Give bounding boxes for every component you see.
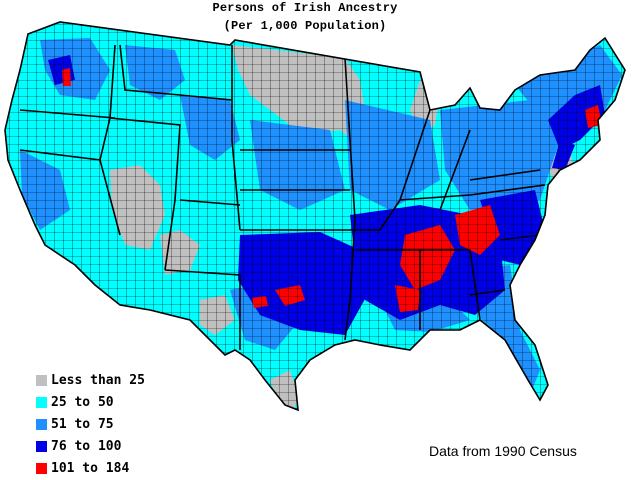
map-title: Persons of Irish Ancestry	[212, 1, 398, 15]
legend-item-25-to-50: 25 to 50	[36, 391, 145, 413]
legend-swatch-dark-blue	[36, 440, 47, 452]
legend-item-76-to-100: 76 to 100	[36, 435, 145, 457]
map-subtitle: (Per 1,000 Population)	[223, 19, 387, 33]
legend-item-101-to-184: 101 to 184	[36, 457, 145, 479]
legend-item-51-to-75: 51 to 75	[36, 413, 145, 435]
legend-label: 25 to 50	[51, 394, 114, 410]
legend-label: 51 to 75	[51, 416, 114, 432]
legend-item-less-than-25: Less than 25	[36, 369, 145, 391]
legend-swatch-red	[36, 462, 47, 474]
legend-label: 76 to 100	[51, 438, 122, 454]
legend-label: 101 to 184	[51, 460, 130, 476]
legend-swatch-cyan	[36, 396, 47, 408]
legend: Less than 25 25 to 50 51 to 75 76 to 100…	[36, 369, 145, 479]
legend-swatch-medium-blue	[36, 418, 47, 430]
data-source-note: Data from 1990 Census	[429, 443, 577, 459]
legend-swatch-grey	[36, 374, 47, 386]
legend-label: Less than 25	[51, 372, 145, 388]
